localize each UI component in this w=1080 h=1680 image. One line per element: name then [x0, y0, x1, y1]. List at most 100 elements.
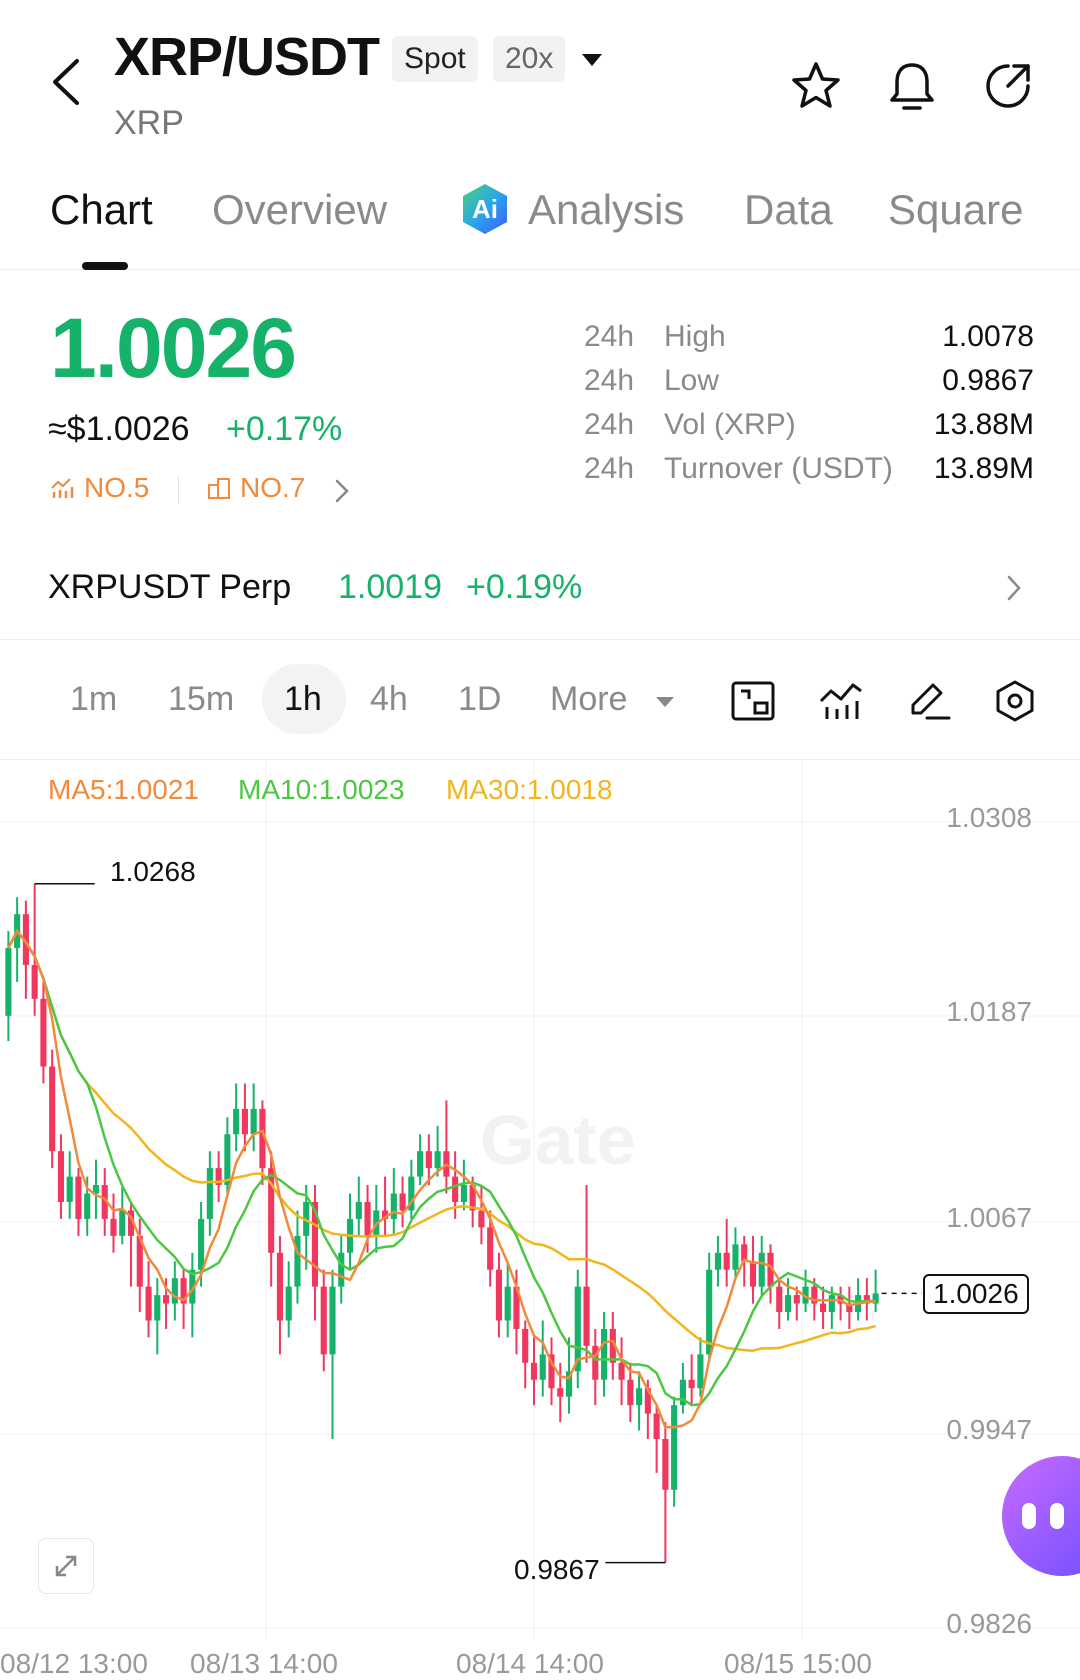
interval-1h[interactable]: 1h: [284, 680, 322, 718]
draw-tool-button[interactable]: [904, 676, 954, 726]
pair-title[interactable]: XRP/USDT: [114, 27, 380, 87]
candle-body: [127, 1210, 135, 1236]
main-tabs: Chart Overview Ai Analysis Data Square: [0, 170, 1080, 270]
candle-body: [390, 1193, 397, 1219]
candle-body: [802, 1286, 809, 1304]
active-interval-bg: [262, 664, 346, 734]
indicator-icon: [819, 683, 862, 719]
candle-body: [66, 1176, 73, 1202]
y-tick: 1.0308: [946, 802, 1032, 833]
candle-body: [399, 1193, 406, 1211]
y-tick: 1.0067: [946, 1202, 1032, 1233]
candle-body: [592, 1345, 599, 1380]
stat-value: 1.0078: [942, 320, 1034, 353]
chevron-right-icon[interactable]: [334, 478, 350, 504]
back-button[interactable]: [44, 52, 88, 112]
price-change: +0.17%: [226, 410, 343, 448]
caret-down-icon[interactable]: [580, 52, 604, 68]
ma5-line: [7, 928, 876, 1429]
stat-period: 24h: [584, 408, 635, 441]
candle-body: [101, 1185, 108, 1219]
expand-icon: [55, 1555, 77, 1577]
spot-badge: Spot: [392, 36, 478, 82]
interval-4h[interactable]: 4h: [370, 680, 408, 718]
tab-analysis[interactable]: Analysis: [528, 186, 685, 233]
candle-body: [811, 1286, 818, 1304]
stat-label: Low: [664, 364, 720, 397]
candlestick-chart[interactable]: [0, 760, 1080, 1680]
tab-square[interactable]: Square: [888, 186, 1024, 233]
ma30-legend: MA30:1.0018: [446, 774, 613, 805]
tab-data[interactable]: Data: [744, 186, 833, 233]
tab-overview[interactable]: Overview: [212, 186, 388, 233]
candle-body: [539, 1354, 546, 1380]
candle-body: [364, 1201, 371, 1236]
stat-label: Turnover (USDT): [664, 452, 893, 485]
price-chart[interactable]: Gate MA5:1.0021 MA10:1.0023 MA30:1.0018 …: [0, 760, 1080, 1680]
high-label: 1.0268: [110, 856, 196, 887]
candle-body: [40, 998, 47, 1067]
candle-body: [259, 1108, 266, 1169]
candle-body: [110, 1218, 117, 1236]
candle-body: [679, 1379, 686, 1406]
interval-1m[interactable]: 1m: [70, 680, 118, 718]
candle-body: [171, 1278, 178, 1304]
rank-badge-2[interactable]: NO.7: [206, 472, 305, 504]
chevron-left-icon: [53, 59, 79, 105]
candle-body: [215, 1168, 222, 1186]
candle-body: [600, 1328, 608, 1380]
interval-15m[interactable]: 15m: [168, 680, 235, 718]
perp-row[interactable]: XRPUSDT Perp 1.0019 +0.19%: [0, 560, 1080, 640]
candle-body: [250, 1108, 257, 1135]
ai-icon: Ai: [463, 184, 507, 234]
candle-body: [145, 1286, 152, 1321]
bell-icon: [890, 63, 934, 110]
share-icon: [986, 64, 1030, 108]
chart-mode-button[interactable]: [728, 676, 778, 726]
stats-24h: 24h High 1.0078 24h Low 0.9867 24h Vol (…: [584, 320, 1034, 496]
candle-body: [828, 1295, 835, 1313]
interval-1d[interactable]: 1D: [458, 680, 502, 718]
candle-body: [636, 1388, 643, 1406]
candle-body: [198, 1218, 205, 1270]
x-tick: 08/14 14:00: [456, 1648, 604, 1679]
current-price-label: 1.0026: [923, 1274, 1029, 1314]
candle-body: [662, 1439, 669, 1490]
candle-body: [714, 1252, 722, 1270]
fullscreen-button[interactable]: [38, 1538, 94, 1594]
chart-settings-button[interactable]: [990, 676, 1040, 726]
share-button[interactable]: [980, 58, 1036, 114]
candle-body: [706, 1269, 713, 1355]
usd-price: ≈$1.0026: [48, 410, 190, 448]
candle-body: [355, 1201, 362, 1219]
candle-body: [452, 1176, 459, 1202]
alert-button[interactable]: [884, 58, 940, 114]
candle-body: [381, 1210, 389, 1219]
perp-change: +0.19%: [466, 568, 583, 606]
interval-more[interactable]: More: [550, 680, 628, 718]
stat-row: 24h Low 0.9867: [584, 364, 1034, 408]
favorite-button[interactable]: [788, 58, 844, 114]
candle-body: [119, 1210, 126, 1236]
header: XRP/USDT Spot 20x XRP: [0, 0, 1080, 160]
candle-body: [846, 1303, 853, 1313]
candle-body: [425, 1151, 432, 1169]
indicators-button[interactable]: [816, 676, 866, 726]
x-tick: 08/15 15:00: [724, 1648, 872, 1679]
stat-row: 24h High 1.0078: [584, 320, 1034, 364]
x-tick: 08/13 14:00: [190, 1648, 338, 1679]
chart-rank-icon: [51, 478, 74, 498]
y-tick: 1.0187: [946, 996, 1032, 1027]
tab-chart[interactable]: Chart: [50, 186, 153, 233]
candle-body: [574, 1286, 581, 1372]
candle-body: [233, 1108, 240, 1135]
candle-body: [329, 1286, 336, 1355]
interval-toolbar: 1m 15m 1h 4h 1D More: [0, 650, 1080, 760]
candle-body: [522, 1328, 529, 1363]
candle-body: [723, 1252, 730, 1270]
candle-body: [276, 1252, 284, 1321]
rank-badge-1[interactable]: NO.5: [50, 472, 149, 504]
candle-body: [513, 1286, 520, 1329]
ma5-legend: MA5:1.0021: [48, 774, 199, 805]
star-icon: [792, 62, 840, 108]
